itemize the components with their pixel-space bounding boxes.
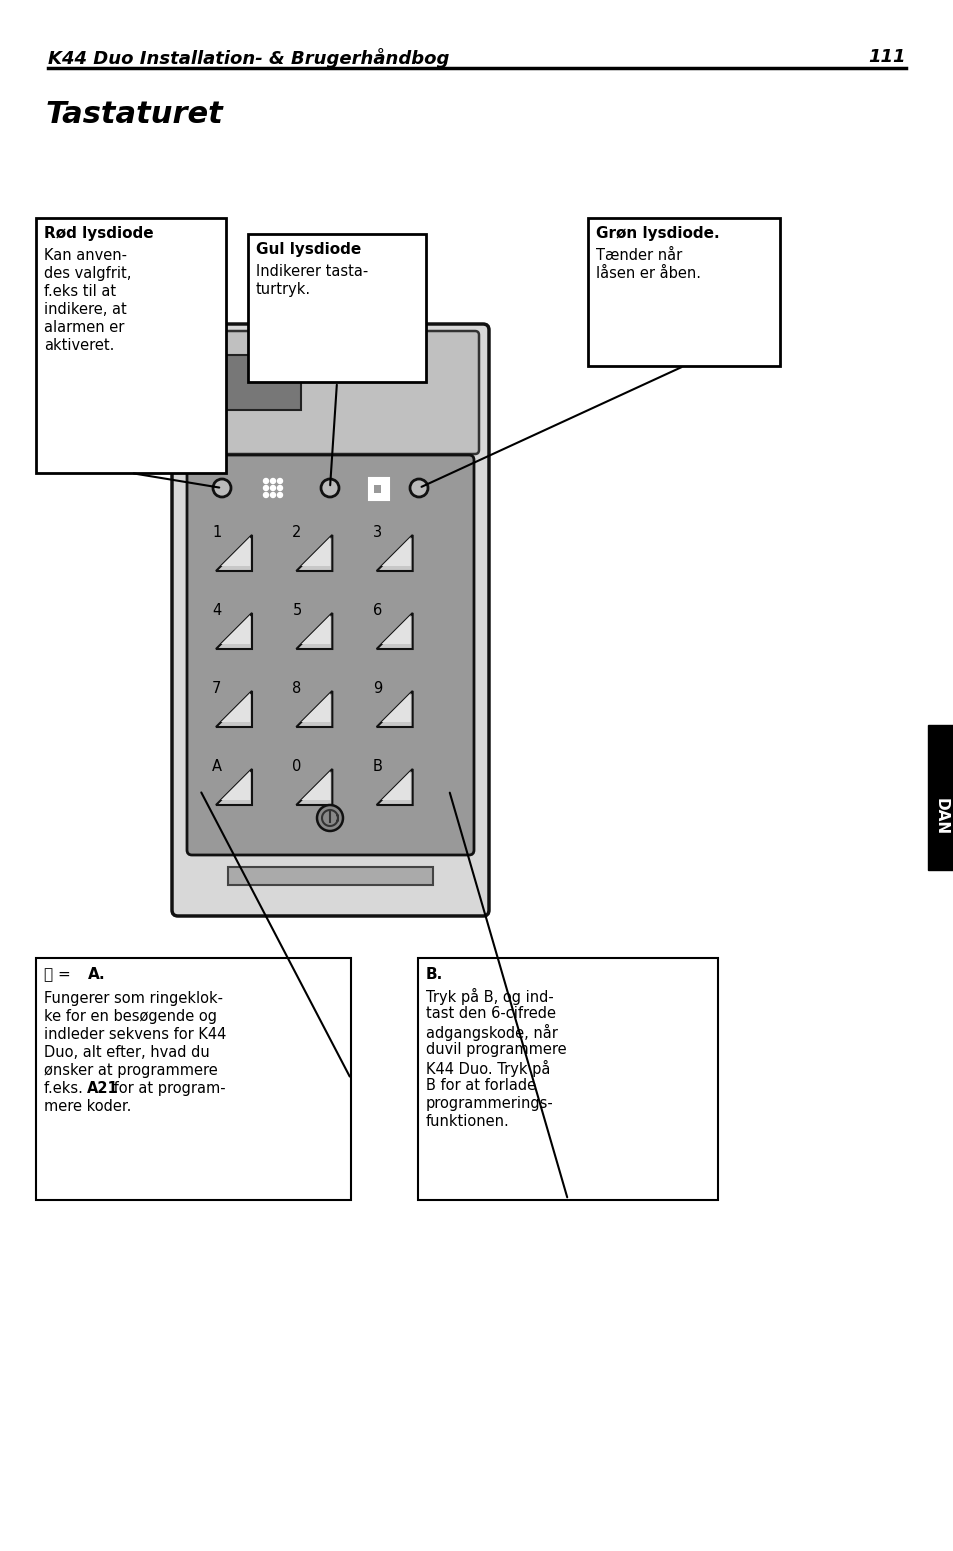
Text: Kan anven-: Kan anven- xyxy=(44,248,127,264)
Bar xyxy=(927,724,953,870)
Text: alarmen er: alarmen er xyxy=(44,320,124,335)
Text: 6: 6 xyxy=(373,603,381,617)
Text: 1: 1 xyxy=(212,524,221,540)
Circle shape xyxy=(271,493,275,498)
Text: 7: 7 xyxy=(212,681,221,696)
Text: des valgfrit,: des valgfrit, xyxy=(44,267,132,281)
Text: Fungerer som ringeklok-: Fungerer som ringeklok- xyxy=(44,991,223,1007)
Text: adgangskode, når: adgangskode, når xyxy=(426,1024,558,1041)
Text: A: A xyxy=(212,758,222,774)
Text: mere koder.: mere koder. xyxy=(44,1100,132,1114)
Text: Grøn lysdiode.: Grøn lysdiode. xyxy=(596,226,719,240)
Bar xyxy=(201,355,301,409)
Text: Duo, alt efter, hvad du: Duo, alt efter, hvad du xyxy=(44,1045,210,1059)
Circle shape xyxy=(271,479,275,484)
Text: 111: 111 xyxy=(867,48,905,67)
Circle shape xyxy=(410,479,428,496)
Polygon shape xyxy=(301,693,330,723)
Bar xyxy=(369,478,389,499)
Polygon shape xyxy=(381,693,410,723)
Bar xyxy=(36,959,351,1200)
Text: funktionen.: funktionen. xyxy=(426,1114,509,1129)
Text: turtryk.: turtryk. xyxy=(255,282,311,296)
Text: A.: A. xyxy=(88,966,106,982)
Polygon shape xyxy=(215,535,252,571)
Text: ke for en besøgende og: ke for en besøgende og xyxy=(44,1010,216,1024)
Polygon shape xyxy=(296,535,332,571)
Circle shape xyxy=(277,485,282,490)
Text: Indikerer tasta-: Indikerer tasta- xyxy=(255,264,368,279)
Bar xyxy=(248,234,426,382)
FancyBboxPatch shape xyxy=(172,324,489,917)
Polygon shape xyxy=(381,537,410,566)
Circle shape xyxy=(277,479,282,484)
Text: 0: 0 xyxy=(292,758,301,774)
Polygon shape xyxy=(215,613,252,648)
Text: låsen er åben.: låsen er åben. xyxy=(596,267,700,281)
Text: 8: 8 xyxy=(292,681,301,696)
Text: tast den 6-cifrede: tast den 6-cifrede xyxy=(426,1007,556,1021)
Text: for at program-: for at program- xyxy=(109,1081,225,1097)
Polygon shape xyxy=(215,692,252,727)
Circle shape xyxy=(320,479,338,496)
Text: duvil programmere: duvil programmere xyxy=(426,1042,566,1056)
Text: ␇ =: ␇ = xyxy=(44,966,75,982)
Text: K44 Duo Installation- & Brugerhåndbog: K44 Duo Installation- & Brugerhåndbog xyxy=(48,48,449,68)
Circle shape xyxy=(213,479,231,496)
Text: B.: B. xyxy=(426,966,443,982)
Text: B for at forlade: B for at forlade xyxy=(426,1078,536,1093)
Text: f.eks til at: f.eks til at xyxy=(44,284,116,299)
Text: DAN: DAN xyxy=(933,799,947,834)
Text: f.eks.: f.eks. xyxy=(44,1081,88,1097)
Text: indleder sekvens for K44: indleder sekvens for K44 xyxy=(44,1027,226,1042)
Polygon shape xyxy=(296,769,332,805)
Text: Tænder når: Tænder når xyxy=(596,248,681,264)
Polygon shape xyxy=(376,613,413,648)
Polygon shape xyxy=(221,771,250,800)
Circle shape xyxy=(316,805,343,831)
Text: Rød lysdiode: Rød lysdiode xyxy=(44,226,153,240)
Polygon shape xyxy=(301,537,330,566)
Text: B: B xyxy=(373,758,382,774)
Text: 5: 5 xyxy=(292,603,301,617)
Polygon shape xyxy=(301,771,330,800)
Bar xyxy=(587,219,780,366)
Polygon shape xyxy=(381,616,410,644)
Circle shape xyxy=(263,493,268,498)
Text: Gul lysdiode: Gul lysdiode xyxy=(255,242,361,257)
Polygon shape xyxy=(376,535,413,571)
Bar xyxy=(36,219,226,473)
Polygon shape xyxy=(301,616,330,644)
Circle shape xyxy=(263,479,268,484)
Polygon shape xyxy=(215,769,252,805)
Polygon shape xyxy=(221,537,250,566)
Polygon shape xyxy=(296,692,332,727)
Text: 4: 4 xyxy=(212,603,221,617)
Text: 2: 2 xyxy=(292,524,301,540)
Circle shape xyxy=(271,485,275,490)
Text: ønsker at programmere: ønsker at programmere xyxy=(44,1062,217,1078)
Circle shape xyxy=(277,493,282,498)
FancyBboxPatch shape xyxy=(182,330,478,454)
Bar xyxy=(374,485,380,493)
Polygon shape xyxy=(221,616,250,644)
Text: aktiveret.: aktiveret. xyxy=(44,338,114,354)
Bar xyxy=(417,959,718,1200)
Polygon shape xyxy=(376,692,413,727)
Polygon shape xyxy=(376,769,413,805)
Text: 9: 9 xyxy=(373,681,381,696)
Polygon shape xyxy=(221,693,250,723)
Text: indikere, at: indikere, at xyxy=(44,302,127,316)
Circle shape xyxy=(263,485,268,490)
Text: A21: A21 xyxy=(87,1081,118,1097)
Polygon shape xyxy=(296,613,332,648)
Text: K44 Duo. Tryk på: K44 Duo. Tryk på xyxy=(426,1059,550,1076)
Polygon shape xyxy=(381,771,410,800)
Text: 3: 3 xyxy=(373,524,381,540)
FancyBboxPatch shape xyxy=(187,454,474,855)
Text: Tryk på B, og ind-: Tryk på B, og ind- xyxy=(426,988,553,1005)
Bar xyxy=(228,867,433,886)
Text: programmerings-: programmerings- xyxy=(426,1097,553,1111)
Text: Tastaturet: Tastaturet xyxy=(46,99,224,129)
